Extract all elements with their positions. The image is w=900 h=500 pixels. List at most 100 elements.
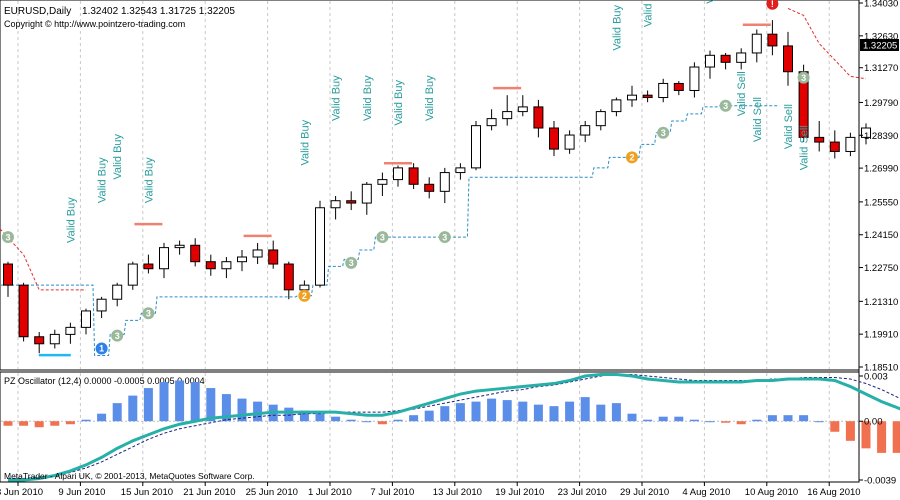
- wave-marker-label: 3: [146, 308, 151, 318]
- price-tick-label: 1.31270: [864, 63, 898, 74]
- osc-tick-label: 0.00: [864, 417, 883, 428]
- support-path: [1, 105, 780, 357]
- histogram-bar-negative: [845, 421, 855, 441]
- price-tick-label: 1.24150: [864, 230, 898, 241]
- histogram-bar-positive: [393, 419, 403, 422]
- wave-marker-circle: [797, 71, 810, 84]
- date-axis: 3 Jun 2010 9 Jun 2010 15 Jun 2010 21 Jun 20…: [0, 482, 861, 498]
- signal-label: Valid Buy: [705, 0, 717, 4]
- symbol-header: EURUSD,Daily 1.32402 1.32543 1.31725 1.3…: [4, 6, 235, 17]
- date-tick-label: 21 Jun 2010: [183, 487, 235, 498]
- histogram-bar-positive: [409, 415, 419, 422]
- wave-marker-circle: [438, 231, 451, 244]
- wave-marker-circle: [2, 231, 14, 244]
- wave-marker-label: 2: [629, 153, 634, 163]
- svg-text:1.32205: 1.32205: [863, 41, 897, 52]
- osc-tick-label: 0.003: [864, 372, 888, 383]
- bull-candle: [237, 256, 247, 263]
- bull-candle: [315, 207, 325, 286]
- bear-candle: [783, 45, 793, 73]
- histogram-bar-positive: [362, 421, 372, 423]
- bull-candle: [252, 249, 263, 258]
- signal-label: Valid Sell: [752, 97, 764, 142]
- bull-candle: [502, 111, 513, 120]
- date-tick-label: 13 Jul 2010: [433, 487, 482, 498]
- histogram-bar-positive: [190, 382, 200, 422]
- bull-candle: [471, 125, 481, 169]
- price-tick-label: 1.18510: [864, 363, 898, 374]
- bull-candle: [455, 167, 466, 174]
- histogram-bar-positive: [611, 403, 621, 422]
- histogram-bar-negative: [65, 421, 75, 425]
- wave-marker-label: 3: [723, 101, 728, 111]
- price-tick-label: 1.21310: [864, 297, 898, 308]
- histogram-bar-positive: [128, 395, 138, 422]
- date-tick-label: 29 Jul 2010: [620, 487, 669, 498]
- histogram-bar-positive: [440, 406, 450, 422]
- bull-candle: [689, 66, 700, 91]
- resistance-path-early: [0, 228, 86, 291]
- histogram-bar-negative: [830, 421, 840, 432]
- oscillator-line: [8, 372, 900, 482]
- wave-marker-circle: [111, 329, 124, 342]
- histogram-bar-positive: [502, 400, 512, 422]
- wave-marker-circle: [298, 289, 311, 302]
- bull-candle: [361, 183, 372, 204]
- date-tick-label: 16 Aug 2010: [807, 487, 860, 498]
- bear-candle: [533, 106, 544, 129]
- wave-marker-label: 3: [801, 73, 806, 83]
- bull-candle: [627, 94, 637, 101]
- date-tick-label: 4 Aug 2010: [682, 487, 730, 498]
- wave-marker-circle: [95, 342, 108, 355]
- histogram-bar-positive: [346, 419, 356, 422]
- bull-candle: [112, 284, 123, 300]
- bear-candle: [814, 136, 825, 143]
- signal-label: Valid Buy: [112, 133, 124, 179]
- histogram-bar-positive: [315, 413, 325, 422]
- signal-label: Valid Buy: [424, 75, 436, 121]
- histogram-bar-positive: [331, 416, 341, 422]
- bear-candle: [34, 336, 45, 345]
- oscillator-title: PZ Oscillator (12,4) 0.0000 -0.0005 0.00…: [4, 376, 205, 386]
- histogram-bar-positive: [643, 419, 653, 422]
- histogram-bar-positive: [175, 380, 185, 422]
- wave-marker-label: 3: [442, 232, 447, 242]
- bear-candle: [408, 167, 419, 185]
- bull-candle: [439, 172, 450, 192]
- wave-marker-label: 3: [661, 128, 666, 138]
- histogram-bar-positive: [752, 419, 762, 422]
- date-tick-label: 9 Jun 2010: [58, 487, 105, 498]
- signal-label: Valid Buy: [299, 119, 311, 165]
- pivot-markers: [38, 23, 771, 357]
- wave-marker-label: !: [771, 0, 774, 9]
- signal-label: Valid Sell: [799, 125, 811, 170]
- bear-candle: [3, 263, 13, 286]
- bull-candle: [595, 111, 606, 127]
- histogram-bar-positive: [471, 401, 481, 422]
- date-tick-label: 1 Jul 2010: [308, 487, 352, 498]
- date-tick-label: 10 Aug 2010: [745, 487, 798, 498]
- signal-label: Valid Buy: [362, 75, 374, 121]
- histogram-bar-positive: [159, 382, 169, 422]
- bull-candle: [127, 263, 138, 286]
- wave-marker-circle: [766, 0, 779, 10]
- bear-candle: [18, 284, 29, 338]
- date-tick-label: 19 Jul 2010: [495, 487, 544, 498]
- histogram-bar-negative: [877, 421, 887, 453]
- histogram-bar-positive: [112, 403, 122, 422]
- bull-candle: [845, 136, 856, 152]
- signal-label: Valid Buy: [331, 75, 343, 121]
- histogram-bar-negative: [377, 421, 387, 425]
- signal-labels: Valid Buy Valid Buy Valid Buy Valid Buy Vali…: [65, 0, 810, 243]
- price-tick-label: 1.22750: [864, 263, 898, 274]
- histogram-bar-positive: [97, 413, 107, 422]
- signal-label: Valid Sell: [736, 71, 748, 116]
- bull-candle: [81, 310, 91, 328]
- bear-candle: [190, 244, 201, 263]
- histogram-bar-negative: [892, 421, 900, 453]
- histogram-bar-positive: [580, 397, 590, 422]
- bear-candle: [673, 82, 684, 91]
- oscillator-plot-area[interactable]: [0, 371, 860, 483]
- bear-candle: [720, 54, 731, 63]
